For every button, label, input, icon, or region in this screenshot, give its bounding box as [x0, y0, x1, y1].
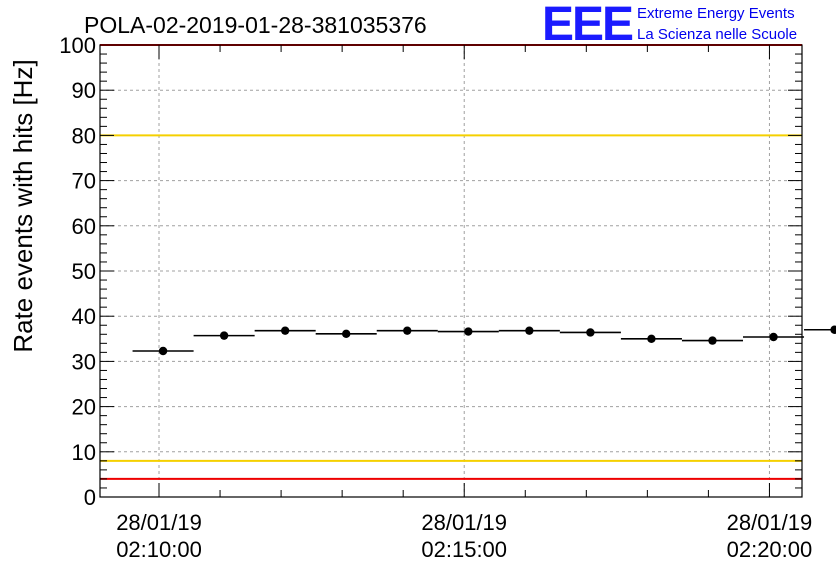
x-tick-label-date: 28/01/19: [116, 510, 202, 535]
tick-labels: 010203040506070809010028/01/1902:10:0028…: [59, 33, 813, 562]
data-points: [132, 325, 836, 356]
y-tick-label: 50: [72, 259, 96, 284]
x-tick-label-date: 28/01/19: [727, 510, 813, 535]
data-point: [769, 332, 778, 342]
data-point: [403, 326, 412, 335]
y-tick-label: 100: [59, 33, 96, 58]
axes: [99, 44, 803, 498]
logo-line-1: Extreme Energy Events: [637, 5, 795, 22]
x-tick-label-time: 02:15:00: [421, 537, 507, 562]
logo-line-2: La Scienza nelle Scuole: [637, 26, 797, 43]
data-point: [464, 327, 473, 336]
y-tick-label: 80: [72, 123, 96, 148]
y-tick-label: 30: [72, 349, 96, 374]
y-tick-label: 20: [72, 395, 96, 420]
data-point: [342, 329, 351, 339]
data-point: [158, 346, 168, 356]
y-tick-label: 70: [72, 169, 96, 194]
y-axis-label: Rate events with hits [Hz]: [8, 59, 38, 352]
x-tick-label-time: 02:20:00: [727, 537, 813, 562]
logo-mark: EEE: [542, 0, 633, 51]
x-tick-label-time: 02:10:00: [116, 537, 202, 562]
y-tick-label: 60: [72, 214, 96, 239]
y-tick-label: 90: [72, 78, 96, 103]
y-tick-label: 10: [72, 440, 96, 465]
data-point: [647, 334, 656, 343]
y-tick-label: 0: [84, 485, 96, 510]
grid: [100, 45, 802, 497]
data-point: [586, 328, 595, 337]
x-tick-label-date: 28/01/19: [421, 510, 507, 535]
eee-logo: EEE Extreme Energy Events La Scienza nel…: [542, 0, 797, 51]
data-point: [219, 331, 229, 340]
data-point: [280, 326, 290, 335]
reference-lines: [100, 44, 802, 480]
data-point: [830, 325, 836, 334]
data-point: [708, 336, 717, 345]
data-point: [525, 326, 534, 335]
y-tick-label: 40: [72, 304, 96, 329]
chart-title: POLA-02-2019-01-28-381035376: [84, 12, 427, 38]
